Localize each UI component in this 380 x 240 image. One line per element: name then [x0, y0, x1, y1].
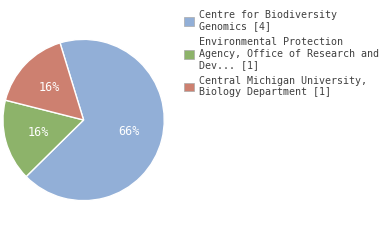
Wedge shape: [26, 39, 164, 201]
Text: 66%: 66%: [118, 125, 139, 138]
Legend: Centre for Biodiversity
Genomics [4], Environmental Protection
Agency, Office of: Centre for Biodiversity Genomics [4], En…: [184, 10, 378, 97]
Wedge shape: [5, 43, 84, 120]
Wedge shape: [3, 100, 84, 177]
Text: 16%: 16%: [28, 126, 49, 139]
Text: 16%: 16%: [39, 81, 60, 94]
